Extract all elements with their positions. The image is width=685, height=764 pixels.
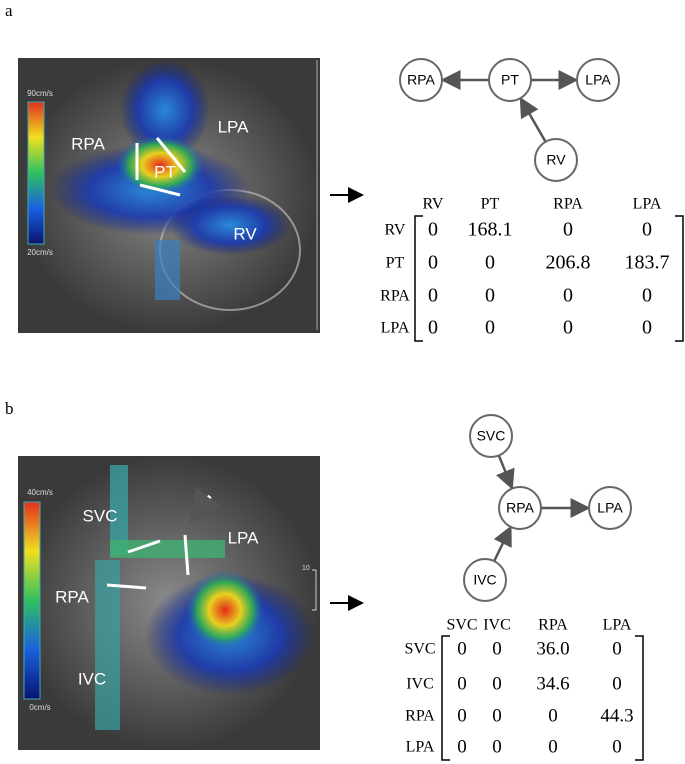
panel-label: b	[5, 399, 14, 418]
matrix-cell: 0	[642, 219, 652, 241]
panel-label: a	[5, 1, 13, 20]
matrix-bracket	[441, 635, 450, 761]
colorbar-label: 0cm/s	[29, 703, 50, 712]
matrix-cell: 0	[428, 285, 438, 307]
matrix-column-label: RPA	[538, 617, 568, 634]
matrix-cell: 0	[548, 705, 558, 726]
graph-node	[498, 486, 542, 530]
image-label: RV	[233, 224, 257, 243]
image-label: RPA	[55, 587, 89, 606]
node-label: LPA	[585, 72, 611, 88]
matrix-cell: 0	[612, 736, 622, 757]
node-label: RPA	[407, 72, 435, 88]
matrix-cell: 0	[563, 219, 573, 241]
matrix-cell: 0	[485, 317, 495, 339]
graph-node	[576, 58, 620, 102]
matrix-bracket	[675, 215, 684, 342]
graph-edge	[495, 455, 515, 490]
mri-image-b	[18, 456, 320, 750]
graph-node	[399, 58, 443, 102]
matrix-cell: 0	[485, 285, 495, 307]
graph-node	[463, 558, 507, 602]
matrix-column-label: SVC	[446, 617, 477, 634]
colorbar-label: 40cm/s	[27, 488, 53, 497]
colorbar-label: 90cm/s	[27, 89, 53, 98]
matrix-row-label: IVC	[406, 676, 434, 693]
matrix-cell: 0	[492, 673, 502, 694]
graph-node	[534, 138, 578, 182]
matrix-column-label: IVC	[483, 617, 511, 634]
matrix-cell: 0	[492, 736, 502, 757]
node-label: PT	[501, 72, 519, 88]
node-label: RPA	[506, 500, 534, 516]
matrix-column-label: RV	[423, 196, 444, 213]
matrix-cell: 0	[563, 317, 573, 339]
matrix-cell: 0	[563, 285, 573, 307]
matrix-column-label: PT	[481, 196, 500, 213]
node-label: LPA	[597, 500, 623, 516]
matrix-column-label: LPA	[603, 617, 632, 634]
matrix-cell: 0	[457, 673, 467, 694]
node-label: SVC	[477, 428, 506, 444]
ruler-label: 10	[302, 565, 310, 572]
mri-image-a	[18, 58, 320, 333]
graph-node	[469, 414, 513, 458]
graph-node	[588, 486, 632, 530]
image-label: RPA	[71, 134, 105, 153]
matrix-cell: 168.1	[468, 219, 513, 241]
graph-edge	[519, 96, 547, 143]
matrix-bracket	[635, 635, 644, 761]
matrix-column-label: RPA	[553, 196, 583, 213]
matrix-cell: 0	[457, 638, 467, 659]
matrix-row-label: SVC	[404, 641, 435, 658]
image-label: LPA	[228, 528, 260, 547]
matrix-cell: 0	[428, 317, 438, 339]
node-label: RV	[546, 152, 566, 168]
matrix-row-label: RV	[385, 222, 406, 239]
image-label: PT	[154, 162, 176, 181]
matrix-row-label: LPA	[406, 739, 435, 756]
matrix-cell: 44.3	[600, 705, 633, 726]
matrix-cell: 0	[642, 317, 652, 339]
matrix-cell: 206.8	[546, 252, 591, 274]
node-label: IVC	[473, 572, 496, 588]
matrix-cell: 0	[457, 705, 467, 726]
matrix-cell: 0	[457, 736, 467, 757]
graph-node	[488, 58, 532, 102]
matrix-column-label: LPA	[633, 196, 662, 213]
matrix-cell: 0	[548, 736, 558, 757]
image-label: LPA	[218, 117, 250, 136]
graph-edge	[493, 525, 512, 562]
matrix-cell: 0	[428, 219, 438, 241]
image-label: SVC	[83, 506, 118, 525]
matrix-cell: 0	[492, 705, 502, 726]
matrix-row-label: RPA	[405, 708, 435, 725]
matrix-cell: 34.6	[536, 673, 569, 694]
matrix-row-label: RPA	[380, 288, 410, 305]
colorbar-label: 20cm/s	[27, 248, 53, 257]
matrix-cell: 0	[642, 285, 652, 307]
matrix-cell: 0	[612, 673, 622, 694]
matrix-cell: 0	[492, 638, 502, 659]
matrix-row-label: LPA	[381, 320, 410, 337]
matrix-cell: 0	[428, 252, 438, 274]
matrix-cell: 36.0	[536, 638, 569, 659]
matrix-cell: 0	[612, 638, 622, 659]
image-label: IVC	[78, 669, 106, 688]
matrix-row-label: PT	[386, 255, 405, 272]
matrix-cell: 183.7	[625, 252, 670, 274]
matrix-bracket	[414, 215, 423, 342]
matrix-cell: 0	[485, 252, 495, 274]
